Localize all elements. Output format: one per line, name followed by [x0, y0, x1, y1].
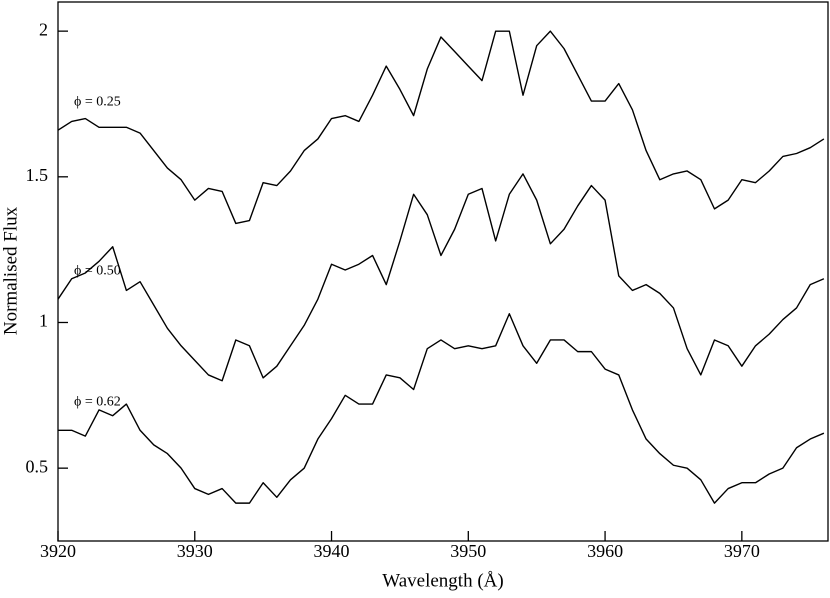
y-axis-title: Normalised Flux	[0, 206, 21, 335]
x-tick-label: 3970	[724, 541, 760, 561]
series-label: ϕ = 0.62	[74, 395, 121, 410]
spectrum-line	[58, 313, 825, 504]
x-tick-label: 3960	[587, 541, 623, 561]
spectrum-line	[57, 30, 825, 225]
x-tick-label: 3920	[40, 541, 76, 561]
y-tick-label: 1.5	[26, 165, 49, 185]
x-tick-label: 3930	[177, 541, 213, 561]
y-tick-label: 1	[39, 311, 48, 331]
y-tick-label: 0.5	[26, 456, 49, 476]
series-label: ϕ = 0.25	[74, 94, 121, 109]
series-label: ϕ = 0.50	[74, 263, 121, 278]
spectrum-line	[57, 173, 825, 382]
x-tick-label: 3950	[450, 541, 486, 561]
x-tick-label: 3940	[314, 541, 350, 561]
y-tick-label: 2	[39, 19, 48, 39]
x-axis-title: Wavelength (Å)	[382, 570, 503, 591]
plot-frame	[57, 1, 829, 542]
